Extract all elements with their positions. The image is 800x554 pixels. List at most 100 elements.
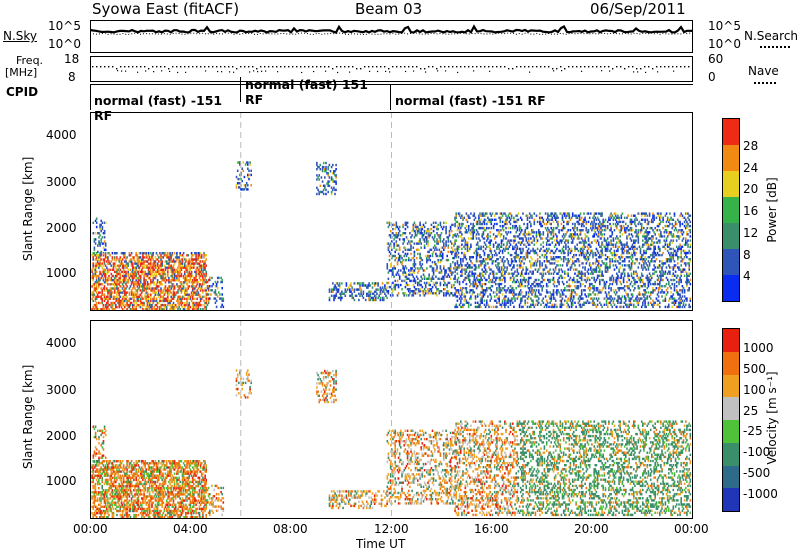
heatmap-cell	[132, 270, 134, 274]
heatmap-cell	[493, 218, 496, 221]
heatmap-cell	[429, 234, 431, 237]
heatmap-cell	[536, 282, 539, 286]
heatmap-cell	[428, 234, 430, 237]
heatmap-cell	[504, 270, 506, 273]
heatmap-cell	[191, 287, 194, 290]
heatmap-cell	[324, 186, 326, 189]
freq-point	[528, 66, 530, 68]
heatmap-cell	[467, 266, 470, 269]
heatmap-cell	[564, 270, 566, 273]
heatmap-cell	[509, 226, 512, 230]
heatmap-cell	[516, 297, 519, 300]
beam-title: Beam 03	[355, 0, 423, 18]
heatmap-cell	[248, 177, 250, 181]
heatmap-cell	[332, 290, 334, 293]
heatmap-cell	[616, 280, 618, 284]
heatmap-cell	[195, 279, 197, 282]
heatmap-cell	[557, 241, 559, 244]
heatmap-cell	[578, 260, 581, 263]
heatmap-cell	[475, 287, 478, 290]
heatmap-cell	[136, 297, 139, 300]
heatmap-cell	[532, 231, 534, 234]
heatmap-cell	[495, 291, 497, 294]
heatmap-cell	[113, 283, 116, 286]
heatmap-cell	[128, 287, 131, 290]
freq-point	[444, 66, 446, 68]
heatmap-cell	[544, 295, 547, 298]
heatmap-cell	[610, 229, 612, 232]
heatmap-cell	[92, 258, 94, 261]
heatmap-cell	[513, 216, 515, 219]
nave-tick-bottom: 0	[708, 70, 716, 84]
heatmap-cell	[505, 220, 507, 224]
heatmap-cell	[498, 276, 500, 280]
heatmap-cell	[164, 285, 167, 288]
heatmap-cell	[319, 190, 322, 194]
cpid-label: CPID	[6, 85, 39, 99]
heatmap-cell	[582, 266, 584, 269]
heatmap-cell	[432, 271, 435, 274]
heatmap-cell	[484, 258, 487, 261]
heatmap-cell	[124, 297, 126, 300]
heatmap-cell	[422, 234, 425, 237]
heatmap-cell	[180, 283, 183, 286]
heatmap-cell	[187, 279, 189, 282]
heatmap-cell	[191, 254, 194, 257]
heatmap-cell	[335, 294, 338, 297]
heatmap-cell	[248, 173, 250, 177]
heatmap-cell	[126, 299, 128, 303]
heatmap-cell	[455, 256, 457, 259]
heatmap-cell	[185, 293, 187, 296]
heatmap-cell	[608, 293, 610, 296]
heatmap-cell	[171, 252, 174, 255]
heatmap-cell	[525, 291, 528, 294]
heatmap-cell	[521, 237, 523, 240]
heatmap-cell	[606, 249, 609, 253]
heatmap-cell	[402, 258, 404, 262]
heatmap-cell	[350, 284, 352, 287]
heatmap-cell	[119, 299, 122, 303]
heatmap-cell	[469, 264, 471, 267]
heatmap-cell	[372, 292, 375, 295]
heatmap-cell	[469, 256, 471, 259]
heatmap-cell	[604, 239, 607, 242]
heatmap-cell	[250, 169, 252, 172]
freq-point	[684, 66, 686, 68]
heatmap-cell	[200, 266, 203, 269]
heatmap-cell	[489, 235, 491, 238]
heatmap-cell	[556, 241, 558, 244]
heatmap-cell	[402, 223, 404, 227]
heatmap-cell	[597, 270, 600, 273]
heatmap-cell	[394, 250, 396, 254]
heatmap-cell	[519, 243, 522, 246]
freq-point	[436, 68, 438, 70]
heatmap-cell	[492, 226, 495, 230]
heatmap-cell	[515, 256, 517, 259]
heatmap-cell	[446, 254, 448, 258]
heatmap-cell	[113, 252, 116, 255]
heatmap-cell	[139, 256, 142, 259]
heatmap-cell	[593, 239, 595, 242]
heatmap-cell	[158, 268, 160, 271]
heatmap-cell	[318, 174, 320, 177]
heatmap-cell	[333, 298, 335, 302]
heatmap-cell	[532, 270, 534, 273]
heatmap-cell	[577, 260, 580, 263]
heatmap-cell	[172, 258, 175, 261]
heatmap-cell	[202, 308, 204, 311]
heatmap-cell	[178, 285, 180, 288]
heatmap-cell	[539, 249, 541, 253]
heatmap-cell	[184, 258, 186, 261]
heatmap-cell	[566, 280, 568, 284]
heatmap-cell	[420, 256, 422, 260]
heatmap-cell	[521, 251, 523, 255]
heatmap-cell	[99, 279, 101, 282]
heatmap-cell	[567, 303, 569, 306]
heatmap-cell	[173, 285, 176, 288]
heatmap-cell	[196, 266, 198, 269]
heatmap-cell	[412, 227, 415, 231]
heatmap-cell	[612, 276, 615, 280]
heatmap-cell	[487, 262, 489, 265]
heatmap-cell	[146, 272, 149, 276]
heatmap-cell	[545, 247, 548, 251]
